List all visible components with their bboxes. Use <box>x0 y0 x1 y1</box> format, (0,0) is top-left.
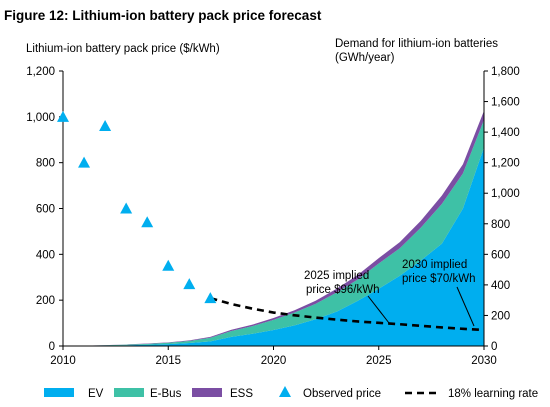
y-left-tick-label: 200 <box>36 295 55 307</box>
legend-label-observed: Observed price <box>303 388 381 400</box>
observed-price-point <box>162 259 175 271</box>
observed-price-point <box>120 202 133 214</box>
legend: EV E-Bus ESS Observed price 18% learning… <box>44 386 538 400</box>
annotation-2030: 2030 implied price $70/kWh <box>402 259 476 327</box>
x-tick-label: 2030 <box>471 355 497 367</box>
annotation-2025-line2: price $96/kWh <box>306 284 380 296</box>
y-right-tick-label: 200 <box>491 310 510 322</box>
area-ev <box>63 147 484 346</box>
y-right-axis-title-line1: Demand for lithium-ion batteries <box>335 38 498 50</box>
y-left-tick-label: 0 <box>49 341 55 353</box>
observed-price-point <box>204 292 217 304</box>
observed-price-series <box>57 110 217 304</box>
observed-price-point <box>99 120 112 131</box>
y-right-axis-title-line2: (GWh/year) <box>335 52 395 64</box>
y-right-tick-label: 1,400 <box>491 127 520 139</box>
y-right-tick-label: 800 <box>491 219 510 231</box>
x-tick-label: 2010 <box>50 355 76 367</box>
legend-label-ebus: E-Bus <box>150 388 182 400</box>
observed-price-point <box>141 216 154 228</box>
y-left-ticks: 0 200 400 600 800 1,000 1,200 <box>26 66 63 353</box>
demand-areas <box>63 110 484 346</box>
annotation-2025-leader <box>367 295 390 324</box>
learning-rate-series <box>209 296 485 332</box>
legend-marker-observed <box>279 386 291 397</box>
y-right-tick-label: 1,800 <box>491 66 520 78</box>
x-tick-label: 2020 <box>261 355 287 367</box>
annotation-2030-line2: price $70/kWh <box>402 273 476 285</box>
legend-label-ess: ESS <box>230 388 253 400</box>
legend-label-learning: 18% learning rate <box>448 388 538 400</box>
annotation-2030-leader <box>456 286 475 327</box>
x-tick-label: 2015 <box>155 355 181 367</box>
observed-price-point <box>183 278 196 290</box>
x-ticks: 2010 2015 2020 2025 2030 <box>50 346 497 367</box>
y-left-tick-label: 600 <box>36 204 55 216</box>
legend-swatch-ev <box>44 388 74 397</box>
legend-label-ev: EV <box>88 388 104 400</box>
y-right-tick-label: 400 <box>491 280 510 292</box>
annotation-2025: 2025 implied price $96/kWh <box>304 270 390 324</box>
y-left-axis-title: Lithium-ion battery pack price ($/kWh) <box>26 43 220 55</box>
learning-rate-line <box>209 296 485 332</box>
y-right-ticks: 0 200 400 600 800 1,000 1,200 1,400 1,600 1,800 <box>484 66 520 353</box>
y-right-tick-label: 1,600 <box>491 97 520 109</box>
observed-price-point <box>78 156 91 168</box>
y-right-tick-label: 1,200 <box>491 158 520 170</box>
annotation-2030-line1: 2030 implied <box>402 259 467 271</box>
y-right-tick-label: 0 <box>491 341 497 353</box>
y-left-tick-label: 1,200 <box>26 66 55 78</box>
y-left-tick-label: 400 <box>36 249 55 261</box>
observed-price-point <box>57 110 69 122</box>
y-left-tick-label: 1,000 <box>26 112 55 124</box>
legend-swatch-ess <box>192 388 222 397</box>
x-tick-label: 2025 <box>366 355 392 367</box>
y-right-tick-label: 1,000 <box>491 188 520 200</box>
annotation-2025-line1: 2025 implied <box>304 270 369 282</box>
y-left-tick-label: 800 <box>36 158 55 170</box>
y-right-tick-label: 600 <box>491 249 510 261</box>
legend-swatch-ebus <box>114 388 144 397</box>
figure-title: Figure 12: Lithium-ion battery pack pric… <box>4 8 322 23</box>
